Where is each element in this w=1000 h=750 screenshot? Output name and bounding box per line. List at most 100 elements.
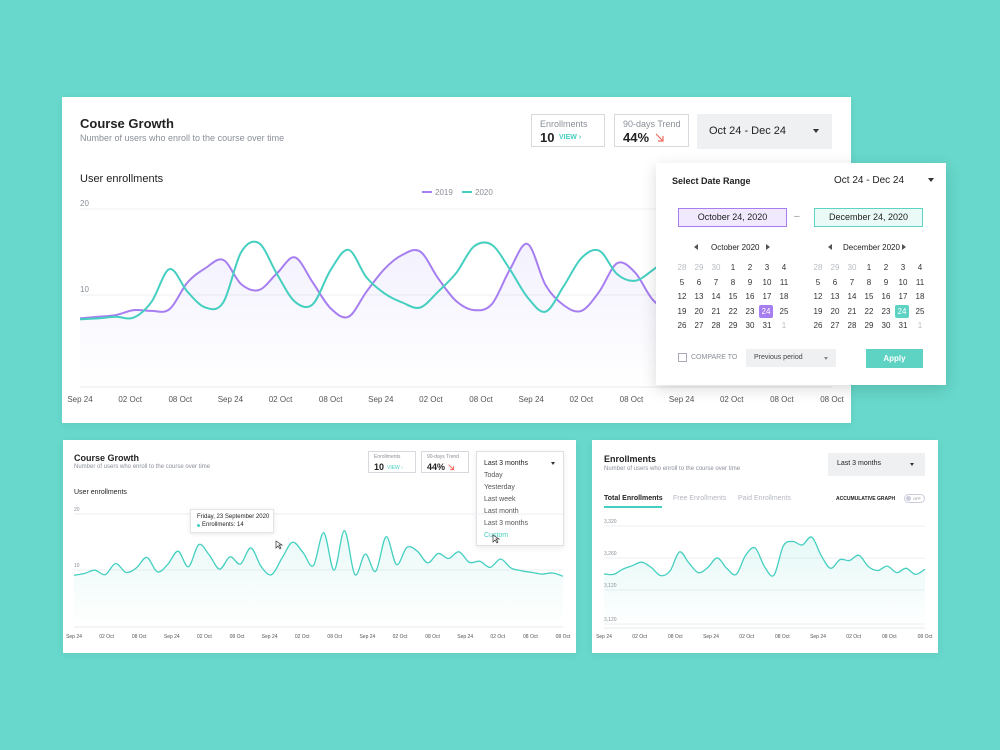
calendar-day[interactable]: 25 xyxy=(915,306,925,316)
option-last-week[interactable]: Last week xyxy=(484,496,516,503)
date-range-dropdown[interactable]: Oct 24 - Dec 24 xyxy=(697,114,832,149)
calendar-day[interactable]: 21 xyxy=(847,306,857,316)
calendar-day[interactable]: 16 xyxy=(745,292,755,301)
calendar-day[interactable]: 25 xyxy=(779,306,789,316)
range-dropdown[interactable]: Last 3 months xyxy=(828,453,925,476)
calendar-day[interactable]: 17 xyxy=(762,292,772,301)
calendar-day[interactable]: 15 xyxy=(864,292,874,301)
cal2-next-icon[interactable] xyxy=(902,244,906,250)
chevron-down-icon[interactable] xyxy=(928,178,934,182)
calendar-day[interactable]: 3 xyxy=(900,263,906,272)
calendar-day[interactable]: 28 xyxy=(847,321,857,330)
y-tick-label: 10 xyxy=(80,285,89,294)
view-link[interactable]: VIEW › xyxy=(559,134,582,141)
calendar-day[interactable]: 29 xyxy=(830,263,840,272)
x-tick-label: 02 Oct xyxy=(197,634,212,640)
calendar-day[interactable]: 30 xyxy=(745,321,755,330)
calendar-day[interactable]: 29 xyxy=(694,263,704,272)
calendar-day[interactable]: 28 xyxy=(711,321,721,330)
apply-button[interactable]: Apply xyxy=(866,349,923,368)
calendar-day[interactable]: 5 xyxy=(679,277,685,287)
calendar-day[interactable]: 17 xyxy=(898,292,908,301)
calendar-day[interactable]: 26 xyxy=(813,321,823,330)
calendar-day[interactable]: 4 xyxy=(781,263,787,272)
calendar-day[interactable]: 20 xyxy=(694,306,704,316)
calendar-day[interactable]: 19 xyxy=(677,306,687,316)
series-area xyxy=(80,243,832,387)
calendar-day[interactable]: 30 xyxy=(881,321,891,330)
calendar-day[interactable]: 10 xyxy=(898,277,908,287)
calendar-day[interactable]: 8 xyxy=(866,277,872,287)
calendar-day[interactable]: 27 xyxy=(694,321,704,330)
calendar-day[interactable]: 2 xyxy=(747,263,753,272)
calendar-day[interactable]: 1 xyxy=(917,321,923,330)
calendar-day[interactable]: 26 xyxy=(677,321,687,330)
calendar-day[interactable]: 9 xyxy=(747,277,753,287)
calendar-day[interactable]: 23 xyxy=(745,306,755,316)
calendar-day[interactable]: 14 xyxy=(711,292,721,301)
tab-free-enrollments[interactable]: Free Enrollments xyxy=(673,495,727,502)
calendar-day[interactable]: 29 xyxy=(728,321,738,330)
option-today[interactable]: Today xyxy=(484,472,503,479)
calendar-day[interactable]: 6 xyxy=(696,277,702,287)
calendar-day[interactable]: 15 xyxy=(728,292,738,301)
range-dropdown[interactable]: Last 3 months Today Yesterday Last week … xyxy=(476,451,564,546)
calendar-day[interactable]: 1 xyxy=(781,321,787,330)
end-date-input[interactable]: December 24, 2020 xyxy=(814,208,923,227)
calendar-day[interactable]: 3 xyxy=(764,263,770,272)
calendar-day[interactable]: 8 xyxy=(730,277,736,287)
calendar-day[interactable]: 16 xyxy=(881,292,891,301)
option-yesterday[interactable]: Yesterday xyxy=(484,484,515,491)
calendar-day[interactable]: 24 xyxy=(895,304,909,318)
calendar-day[interactable]: 11 xyxy=(779,277,789,287)
calendar-day[interactable]: 22 xyxy=(864,306,874,316)
calendar-day[interactable]: 28 xyxy=(677,263,687,272)
calendar-day[interactable]: 2 xyxy=(883,263,889,272)
tab-total-enrollments[interactable]: Total Enrollments xyxy=(604,495,663,502)
calendar-day[interactable]: 5 xyxy=(815,277,821,287)
calendar-day[interactable]: 24 xyxy=(759,304,773,318)
calendar-day[interactable]: 30 xyxy=(711,263,721,272)
calendar-day[interactable]: 14 xyxy=(847,292,857,301)
calendar-day[interactable]: 9 xyxy=(883,277,889,287)
accumulative-toggle[interactable]: OFF xyxy=(904,494,925,503)
calendar-day[interactable]: 4 xyxy=(917,263,923,272)
compare-checkbox[interactable] xyxy=(678,353,687,362)
calendar-day[interactable]: 12 xyxy=(813,292,823,301)
calendar-day[interactable]: 29 xyxy=(864,321,874,330)
compare-select[interactable]: Previous period xyxy=(746,349,836,367)
view-link[interactable]: VIEW › xyxy=(387,465,403,471)
calendar-day[interactable]: 18 xyxy=(915,292,925,301)
popup-range[interactable]: Oct 24 - Dec 24 xyxy=(834,175,905,186)
cal1-next-icon[interactable] xyxy=(766,244,770,250)
calendar-day[interactable]: 1 xyxy=(866,263,872,272)
calendar-day[interactable]: 10 xyxy=(762,277,772,287)
tab-paid-enrollments[interactable]: Paid Enrollments xyxy=(738,495,791,502)
calendar-day[interactable]: 31 xyxy=(762,321,772,330)
calendar-day[interactable]: 12 xyxy=(677,292,687,301)
calendar-day[interactable]: 23 xyxy=(881,306,891,316)
calendar-day[interactable]: 13 xyxy=(694,292,704,301)
calendar-day[interactable]: 28 xyxy=(813,263,823,272)
calendar-day[interactable]: 6 xyxy=(832,277,838,287)
calendar-day[interactable]: 11 xyxy=(915,277,925,287)
calendar-day[interactable]: 13 xyxy=(830,292,840,301)
calendar-day[interactable]: 21 xyxy=(711,306,721,316)
calendar-day[interactable]: 22 xyxy=(728,306,738,316)
cal2-prev-icon[interactable] xyxy=(828,244,832,250)
calendar-day[interactable]: 31 xyxy=(898,321,908,330)
calendar-day[interactable]: 30 xyxy=(847,263,857,272)
calendar-day[interactable]: 19 xyxy=(813,306,823,316)
calendar-day[interactable]: 7 xyxy=(713,277,719,287)
start-date-input[interactable]: October 24, 2020 xyxy=(678,208,787,227)
option-custom[interactable]: Custom xyxy=(484,532,509,539)
option-last-month[interactable]: Last month xyxy=(484,508,519,515)
calendar-day[interactable]: 1 xyxy=(730,263,736,272)
option-last-3-months[interactable]: Last 3 months xyxy=(484,520,528,527)
cal1-prev-icon[interactable] xyxy=(694,244,698,250)
calendar-day[interactable]: 7 xyxy=(849,277,855,287)
calendar-day[interactable]: 18 xyxy=(779,292,789,301)
calendar-day[interactable]: 20 xyxy=(830,306,840,316)
calendar-day[interactable]: 27 xyxy=(830,321,840,330)
card-title: Course Growth xyxy=(74,453,140,463)
